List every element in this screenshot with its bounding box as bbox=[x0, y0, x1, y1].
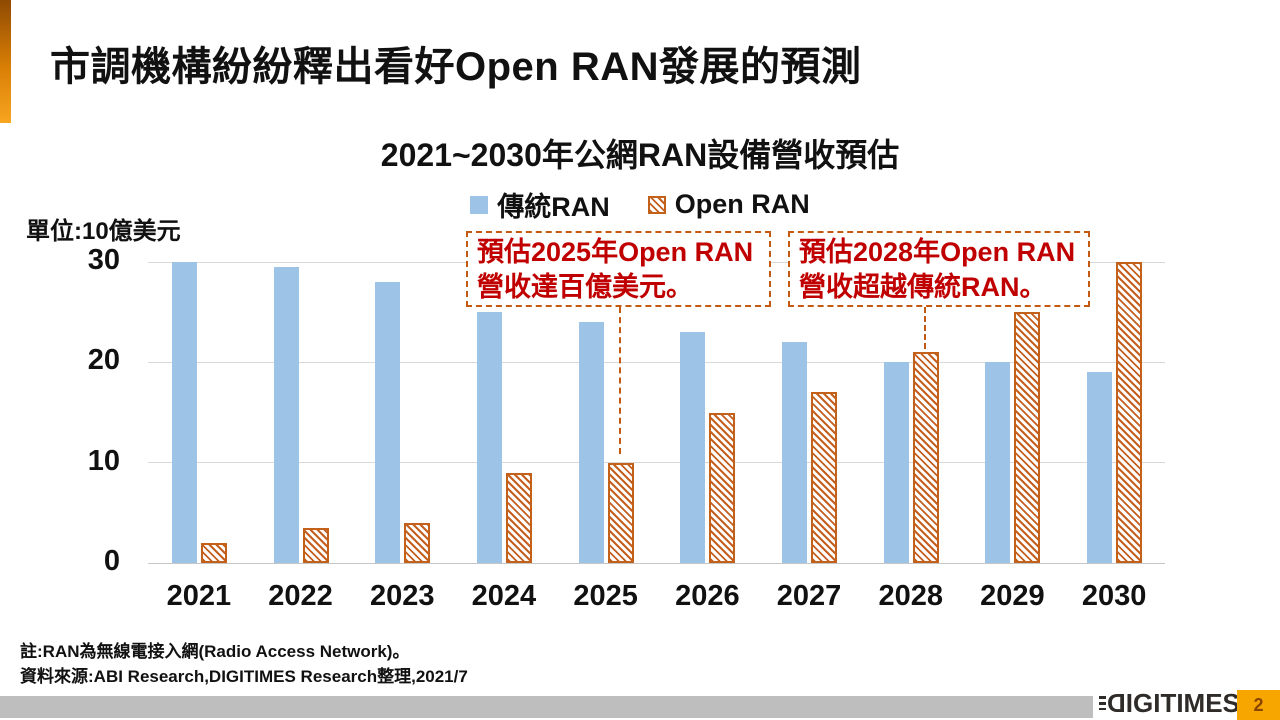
footnote-source: 資料來源:ABI Research,DIGITIMES Research整理,2… bbox=[20, 667, 468, 686]
annotation-2028: 預估2028年Open RAN 營收超越傳統RAN。 bbox=[788, 231, 1090, 307]
annotation-2028-line2: 營收超越傳統RAN。 bbox=[799, 272, 1047, 302]
bar-open-ran-2030 bbox=[1116, 262, 1143, 563]
bar-traditional-ran-2028 bbox=[883, 362, 909, 563]
x-tick-label-2022: 2022 bbox=[268, 580, 333, 612]
bar-traditional-ran-2023 bbox=[375, 282, 401, 563]
logo-first-letter: D bbox=[1107, 687, 1126, 718]
page-number-badge: 2 bbox=[1237, 690, 1280, 720]
x-tick-label-2027: 2027 bbox=[776, 580, 842, 612]
y-tick-label-0: 0 bbox=[103, 545, 120, 577]
bar-open-ran-2024 bbox=[505, 472, 532, 563]
footnote-ran-definition: 註:RAN為無線電接入網(Radio Access Network)。 bbox=[20, 642, 410, 661]
y-tick-label-20: 20 bbox=[87, 344, 120, 377]
bar-open-ran-2026 bbox=[709, 412, 736, 563]
legend-swatch-open-ran bbox=[647, 195, 666, 214]
bar-traditional-ran-2029 bbox=[985, 362, 1011, 563]
x-tick-label-2023: 2023 bbox=[369, 580, 435, 612]
title-accent-bar bbox=[0, 0, 11, 123]
x-tick-label-2028: 2028 bbox=[878, 580, 943, 612]
x-tick-label-2030: 2030 bbox=[1081, 580, 1147, 612]
bar-traditional-ran-2030 bbox=[1087, 372, 1113, 563]
y-tick-label-30: 30 bbox=[87, 244, 120, 276]
bar-open-ran-2029 bbox=[1014, 312, 1041, 563]
legend-swatch-traditional-ran bbox=[470, 195, 489, 214]
annotation-2025-connector bbox=[619, 307, 621, 454]
legend-item-traditional-ran: 傳統RAN bbox=[470, 185, 610, 224]
x-tick-label-2029: 2029 bbox=[980, 580, 1045, 612]
annotation-2025-line2: 營收達百億美元。 bbox=[477, 272, 693, 302]
x-tick-label-2025: 2025 bbox=[573, 580, 638, 612]
digitimes-logo: D IGITIMES bbox=[1099, 687, 1240, 718]
bar-traditional-ran-2025 bbox=[578, 322, 604, 563]
bar-open-ran-2022 bbox=[302, 527, 329, 563]
logo-speed-lines-icon bbox=[1099, 696, 1106, 710]
annotation-2025-line1: 預估2025年Open RAN bbox=[477, 237, 754, 267]
gridline-20 bbox=[148, 361, 1165, 363]
x-tick-label-2026: 2026 bbox=[675, 580, 740, 612]
annotation-2028-connector bbox=[924, 307, 926, 349]
chart-title: 2021~2030年公網RAN設備營收預估 bbox=[380, 137, 900, 173]
gridline-10 bbox=[148, 462, 1165, 464]
x-tick-label-2024: 2024 bbox=[471, 580, 537, 612]
y-axis-unit-label: 單位:10億美元 bbox=[26, 218, 181, 245]
bar-open-ran-2023 bbox=[404, 522, 431, 563]
legend-label-traditional-ran: 傳統RAN bbox=[497, 192, 610, 222]
bar-traditional-ran-2027 bbox=[782, 342, 808, 563]
annotation-2025: 預估2025年Open RAN 營收達百億美元。 bbox=[466, 231, 771, 307]
y-tick-label-10: 10 bbox=[87, 444, 120, 477]
annotation-2028-line1: 預估2028年Open RAN bbox=[799, 237, 1076, 267]
page-title: 市調機構紛紛釋出看好Open RAN發展的預測 bbox=[50, 45, 862, 89]
gridline-0 bbox=[148, 562, 1165, 564]
bar-traditional-ran-2021 bbox=[171, 262, 197, 563]
bar-open-ran-2021 bbox=[200, 542, 227, 563]
logo-text: IGITIMES bbox=[1125, 687, 1240, 718]
bar-open-ran-2025 bbox=[607, 462, 634, 563]
bar-traditional-ran-2024 bbox=[476, 312, 502, 563]
legend-label-open-ran: Open RAN bbox=[674, 189, 810, 219]
bar-open-ran-2027 bbox=[811, 392, 838, 563]
page-number: 2 bbox=[1253, 694, 1264, 715]
chart-legend: 傳統RAN Open RAN bbox=[0, 185, 1280, 224]
footer-gray-bar bbox=[0, 696, 1093, 718]
bar-traditional-ran-2022 bbox=[273, 267, 299, 563]
x-tick-label-2021: 2021 bbox=[166, 580, 232, 612]
legend-item-open-ran: Open RAN bbox=[647, 189, 810, 220]
bar-traditional-ran-2026 bbox=[680, 332, 706, 563]
bar-open-ran-2028 bbox=[912, 352, 939, 563]
